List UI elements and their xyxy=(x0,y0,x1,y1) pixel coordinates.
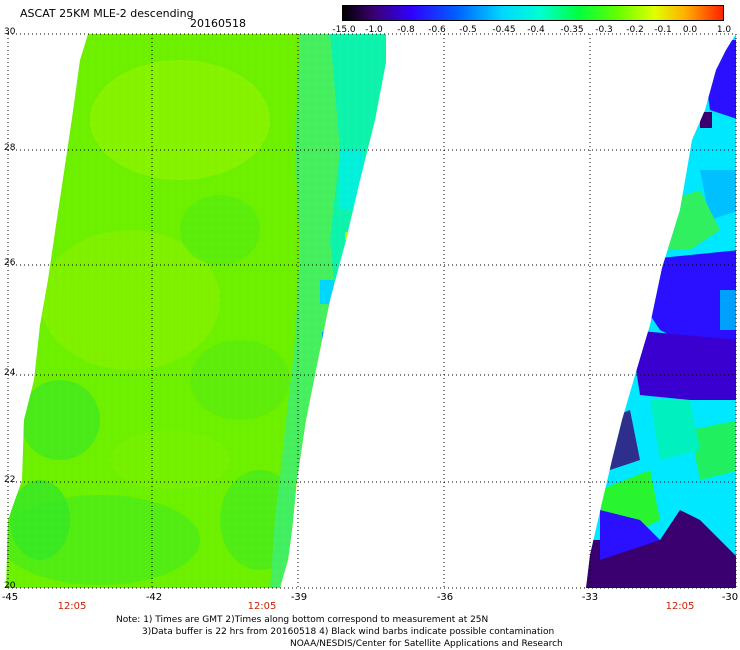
lat-label: 26 xyxy=(4,258,16,268)
colorbar-tick: -0.45 xyxy=(492,25,516,35)
note-line-1: Note: 1) Times are GMT 2)Times along bot… xyxy=(116,615,489,625)
product-title: ASCAT 25KM MLE-2 descending xyxy=(20,7,194,20)
colorbar-tick: -1.0 xyxy=(365,25,383,35)
lon-label: -42 xyxy=(145,592,163,603)
lat-label: 20 xyxy=(4,581,16,591)
west-swath xyxy=(6,34,386,588)
colorbar-tick: -0.4 xyxy=(527,25,545,35)
time-label: 12:05 xyxy=(665,601,695,612)
colorbar-tick: -0.5 xyxy=(459,25,477,35)
colorbar-ticks: -15.0 -1.0 -0.8 -0.6 -0.5 -0.45 -0.4 -0.… xyxy=(330,25,735,37)
colorbar-tick: 0.0 xyxy=(682,25,698,35)
east-swath xyxy=(586,34,736,588)
colorbar-tick: -0.8 xyxy=(397,25,415,35)
colorbar-tick: -0.6 xyxy=(428,25,446,35)
colorbar-tick: -0.2 xyxy=(626,25,644,35)
lon-grid xyxy=(7,34,737,588)
lon-label: -30 xyxy=(721,592,739,603)
lat-label: 24 xyxy=(4,368,16,378)
colorbar xyxy=(342,5,724,21)
time-label: 12:05 xyxy=(247,601,277,612)
lon-label: -36 xyxy=(436,592,454,603)
time-label: 12:05 xyxy=(57,601,87,612)
colorbar-tick: -0.1 xyxy=(654,25,672,35)
note-line-2: 3)Data buffer is 22 hrs from 20160518 4)… xyxy=(142,627,555,637)
colorbar-tick: -0.35 xyxy=(560,25,584,35)
colorbar-tick: 1.0 xyxy=(716,25,732,35)
lon-label: -45 xyxy=(1,592,19,603)
lat-label: 22 xyxy=(4,475,16,485)
lon-label: -33 xyxy=(581,592,599,603)
lon-label: -39 xyxy=(290,592,308,603)
note-line-3: NOAA/NESDIS/Center for Satellite Applica… xyxy=(290,639,563,649)
product-date: 20160518 xyxy=(190,17,246,30)
lat-grid xyxy=(8,33,736,589)
lat-label: 28 xyxy=(4,143,16,153)
lat-label: 30 xyxy=(4,27,16,37)
colorbar-tick: -0.3 xyxy=(595,25,613,35)
colorbar-tick: -15.0 xyxy=(332,25,356,35)
